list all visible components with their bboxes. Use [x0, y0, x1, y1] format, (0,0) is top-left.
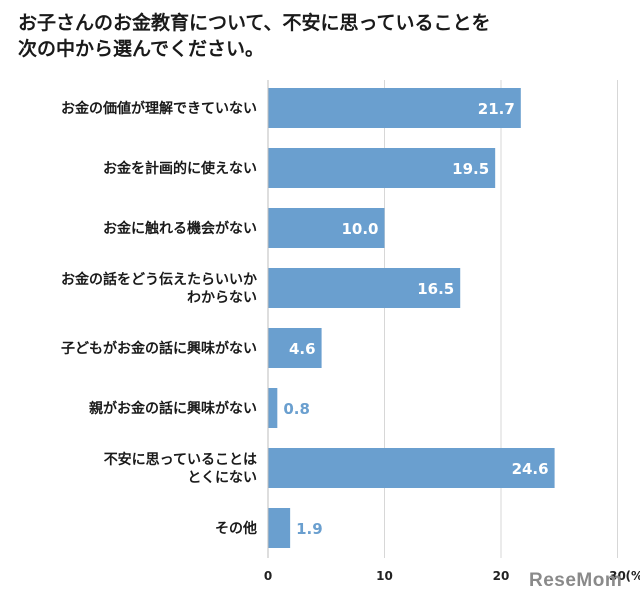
bar-value-label-4: 4.6 [289, 340, 316, 358]
resemom-watermark: ReseMom [529, 570, 623, 591]
bar-value-label-6: 24.6 [512, 460, 549, 478]
category-label-0: お金の価値が理解できていない [61, 100, 257, 117]
chart-title-line-2: 次の中から選んでください。 [18, 38, 265, 60]
category-label-2: お金に触れる機会がない [103, 220, 257, 237]
category-label-6-1: とくにない [187, 470, 257, 486]
chart-title: お子さんのお金教育について、不安に思っていることを 次の中から選んでください。 [18, 10, 618, 62]
bar-value-label-1: 19.5 [452, 160, 489, 178]
x-tick-label-0: 0 [264, 569, 272, 583]
category-label-5: 親がお金の話に興味がない [89, 400, 257, 417]
x-unit-label: (%) [626, 569, 640, 583]
bar-value-label-3: 16.5 [417, 280, 454, 298]
bar-2 [268, 208, 385, 248]
chart-title-line-1: お子さんのお金教育について、不安に思っていることを [18, 12, 491, 34]
bar-value-label-7: 1.9 [296, 520, 323, 538]
bar-6 [268, 448, 555, 488]
category-label-7: その他 [215, 520, 257, 537]
category-label-4: 子どもがお金の話に興味がない [61, 340, 257, 357]
category-label-3-0: お金の話をどう伝えたらいいか [61, 271, 257, 288]
category-label-3-1: わからない [187, 290, 257, 306]
bar-5 [268, 388, 278, 428]
bar-0 [268, 88, 521, 128]
bar-value-label-2: 10.0 [341, 220, 378, 238]
bar-7 [268, 508, 291, 548]
category-label-6-0: 不安に思っていることは [104, 451, 257, 468]
bar-4 [268, 328, 322, 368]
bar-3 [268, 268, 461, 308]
bar-value-label-5: 0.8 [283, 400, 310, 418]
x-tick-label-1: 10 [376, 569, 393, 583]
bar-value-label-0: 21.7 [478, 100, 515, 118]
bar-1 [268, 148, 496, 188]
category-label-1: お金を計画的に使えない [103, 160, 257, 177]
x-tick-label-2: 20 [493, 569, 510, 583]
x-tick-label-3: 30 [609, 569, 626, 583]
